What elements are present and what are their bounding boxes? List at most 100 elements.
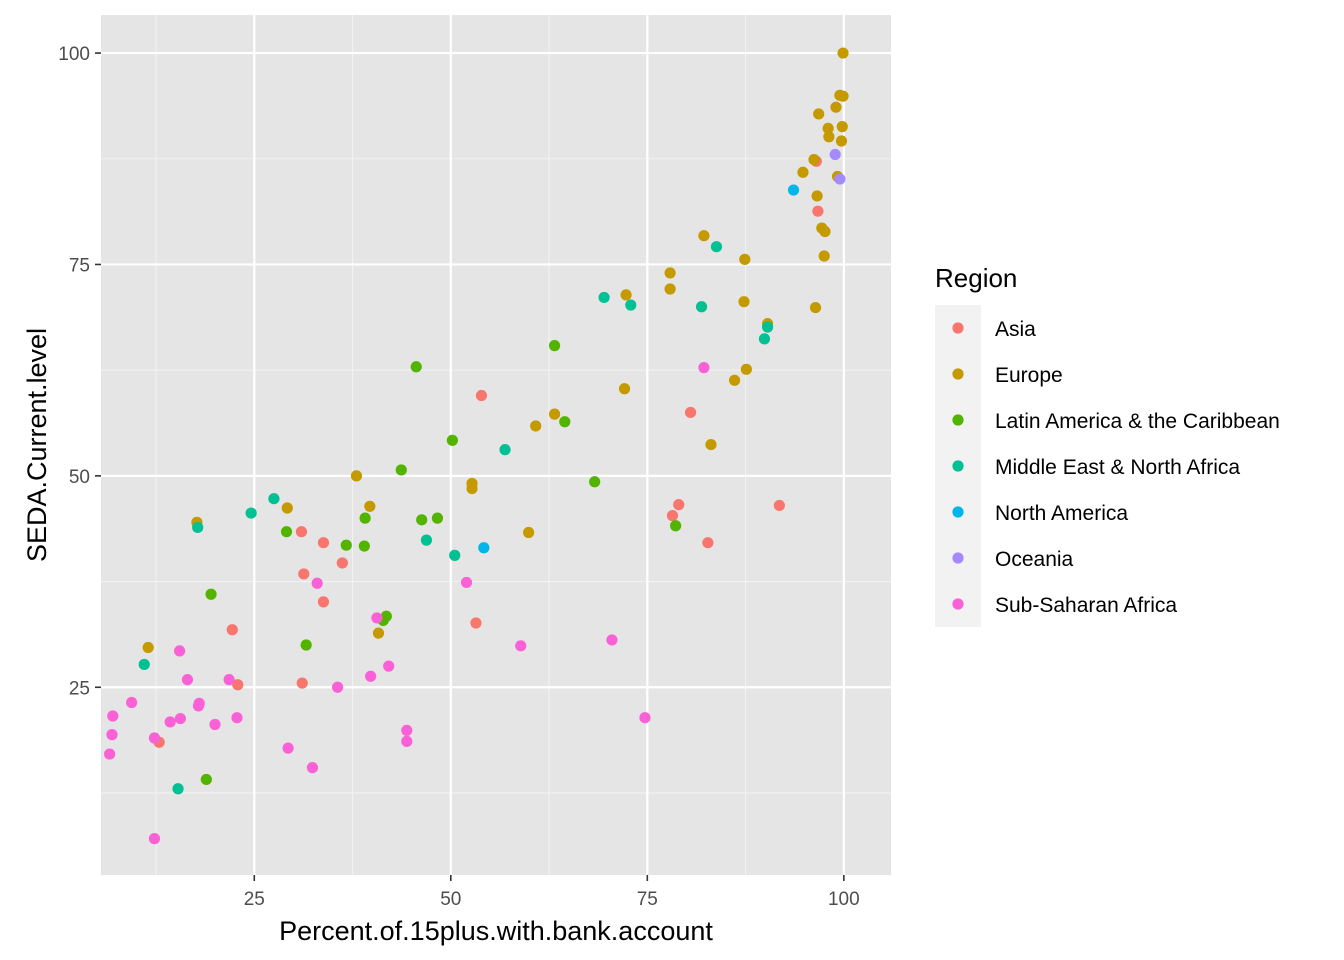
y-axis-title: SEDA.Current.level [22,328,52,562]
data-point [296,677,308,689]
data-point [835,135,848,147]
data-point [138,658,150,671]
data-point [282,742,294,754]
data-point [245,507,257,519]
data-point [548,340,561,352]
legend-label: Sub-Saharan Africa [995,594,1177,617]
data-point [589,476,601,488]
data-point [698,230,710,242]
data-point [695,301,708,313]
legend: Region Asia Europe Latin America & the Car… [935,263,1280,627]
y-tick-label: 25 [69,678,90,699]
data-point [808,154,820,166]
y-axis-ticks: 25 50 75 100 [58,44,101,699]
data-point [106,729,118,741]
data-point [475,389,488,402]
data-point [232,679,244,691]
data-point [739,253,751,265]
plot-panel [101,15,891,875]
data-point [460,576,473,589]
data-point [364,500,376,512]
data-point [107,710,119,722]
data-point [142,641,154,654]
data-point [710,241,723,253]
data-point [231,712,243,724]
data-point [295,526,308,538]
data-point [359,512,371,524]
data-point [705,438,717,451]
legend-label: Oceania [995,548,1074,571]
data-point [830,101,842,113]
data-point [698,362,710,374]
data-point [639,712,651,724]
data-point [740,363,752,375]
data-point [823,131,835,143]
data-point [625,299,637,311]
data-point [548,408,561,420]
data-point [358,540,370,552]
data-point [449,549,461,561]
legend-key [952,598,964,610]
data-point [664,267,676,279]
data-point [420,534,433,546]
legend-key [952,552,964,564]
data-point [466,482,478,495]
data-point [317,537,330,549]
data-point [371,612,383,624]
data-point [598,291,610,304]
data-point [192,700,205,712]
legend-key [952,506,964,518]
data-point [174,645,186,657]
data-point [174,712,186,725]
data-point [728,374,741,386]
data-point [365,670,377,682]
data-point [148,732,161,744]
data-point [478,542,490,554]
data-point [738,296,750,308]
x-tick-label: 100 [828,889,860,910]
data-point [673,499,685,511]
data-point [205,588,217,600]
data-point [164,716,176,728]
data-point [181,674,194,686]
data-point [340,539,352,551]
data-point [395,464,407,476]
data-point [837,90,849,102]
data-point [401,735,413,747]
data-point [664,283,676,295]
data-point [431,512,444,524]
data-point [209,718,221,731]
x-tick-label: 75 [637,889,658,910]
data-point [383,660,395,672]
legend-label: Latin America & the Caribbean [995,410,1280,433]
data-point [223,674,235,686]
data-point [670,520,682,532]
data-point [515,640,527,652]
major-gridlines [101,15,891,875]
data-point [499,444,511,456]
data-point [530,420,542,432]
data-point [300,639,312,651]
x-axis-title: Percent.of.15plus.with.bank.account [279,916,713,946]
data-point [311,577,323,589]
data-point [350,470,363,482]
legend-key [952,414,964,426]
data-point [523,526,535,539]
data-point [666,510,679,522]
data-point [836,121,848,133]
x-axis-ticks: 25 50 75 100 [244,875,860,910]
y-tick-label: 100 [58,44,90,65]
data-point [298,568,310,580]
data-point [822,122,834,134]
data-point [618,383,631,395]
data-point [470,617,482,629]
legend-key [952,322,964,334]
data-point [336,557,348,569]
data-point [829,148,841,161]
legend-label: Asia [995,318,1036,341]
legend-label: Europe [995,364,1063,387]
data-point [192,521,204,534]
data-point [702,537,714,549]
y-tick-label: 50 [69,467,90,488]
